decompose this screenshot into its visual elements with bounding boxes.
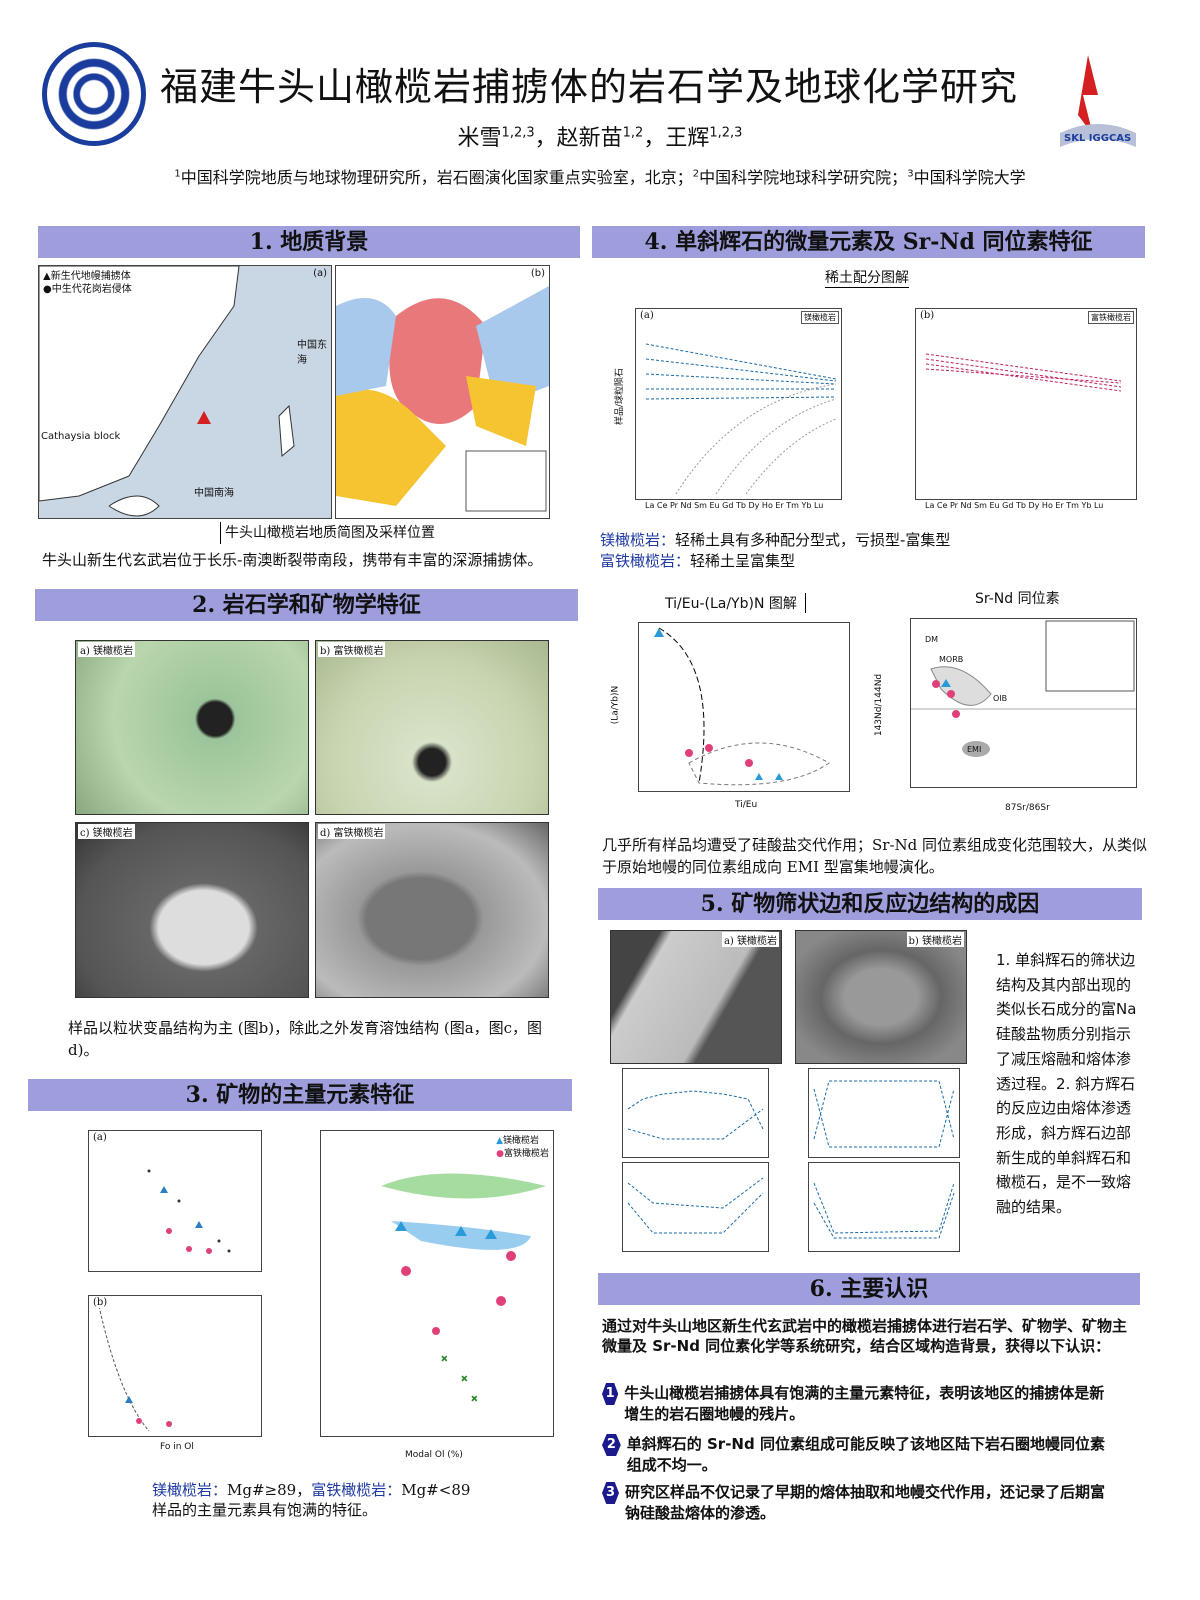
bse-image-c: c) 镁橄榄岩 [75, 822, 309, 998]
micrograph-a: a) 镁橄榄岩 [75, 640, 309, 815]
panel-label: d) 富铁橄榄岩 [318, 824, 386, 839]
ree-ylabel: 样品/球粒陨石 [615, 367, 626, 426]
map-label-south-china-sea: 中国南海 [194, 488, 234, 499]
bse-image-5a: a) 镁橄榄岩 [610, 930, 782, 1064]
chart-label: (b) [91, 1297, 110, 1308]
svg-text:×: × [471, 1394, 478, 1403]
conclusion-3: 3 研究区样品不仅记录了早期的熔体抽取和地幔交代作用，还记录了后期富钠硅酸盐熔体的… [602, 1482, 1112, 1524]
sec6-intro: 通过对牛头山地区新生代玄武岩中的橄榄岩捕掳体进行岩石学、矿物学、矿物主微量及 S… [602, 1317, 1128, 1355]
number-badge: 3 [602, 1482, 619, 1504]
profile-chart-3 [622, 1162, 769, 1252]
sec1-text: 牛头山新生代玄武岩位于长乐-南澳断裂带南段，携带有丰富的深源捕掳体。 [42, 551, 543, 569]
ree-note-1: 镁橄榄岩：轻稀土具有多种配分型式，亏损型-富集型 [600, 531, 951, 549]
chart-3c-legend: ▲镁橄榄岩 ●富铁橄榄岩 [496, 1136, 549, 1159]
panel-label: c) 镁橄榄岩 [78, 824, 135, 839]
panel-label: a) 镁橄榄岩 [78, 642, 136, 657]
bse-image-5b: b) 镁橄榄岩 [795, 930, 967, 1064]
tieu-xlabel: Ti/Eu [735, 800, 758, 810]
svg-text:SKL IGGCAS: SKL IGGCAS [1064, 133, 1131, 144]
sec2-text: 样品以粒状变晶结构为主 (图b)，除此之外发育溶蚀结构 (图a，图c，图d)。 [68, 1019, 543, 1059]
srnd-label-oib: OIB [993, 694, 1008, 703]
srnd-ylabel: 143Nd/144Nd [874, 673, 885, 737]
map-a-legend-2: ●中生代花岗岩侵体 [41, 280, 134, 295]
ree-b-xaxis: La Ce Pr Nd Sm Eu Gd Tb Dy Ho Er Tm Yb L… [925, 501, 1104, 510]
srnd-title: Sr-Nd 同位素 [975, 591, 1060, 607]
micrograph-b: b) 富铁橄榄岩 [315, 640, 549, 815]
authors: 米雪1,2,3，赵新苗1,2，王辉1,2,3 [457, 125, 743, 151]
section-2-header: 2. 岩石学和矿物学特征 [35, 589, 578, 621]
institute-logo [42, 42, 146, 146]
map-label-east-china-sea: 中国东海 [297, 340, 327, 366]
panel-label: b) 镁橄榄岩 [906, 932, 964, 947]
chart-label: (a) [91, 1132, 109, 1143]
srnd-label-emi: EMI [967, 745, 982, 754]
chart-label: (a) [638, 310, 656, 321]
map-a-legend-1: ▲新生代地幔捕掳体 [41, 267, 133, 282]
poster-title: 福建牛头山橄榄岩捕掳体的岩石学及地球化学研究 [160, 65, 1019, 109]
section-1-header: 1. 地质背景 [38, 226, 580, 258]
ree-chart-a: (a) 镁橄榄岩 [635, 308, 842, 500]
profile-chart-1 [622, 1068, 769, 1158]
tieu-ylabel: (La/Yb)N [610, 685, 621, 725]
conclusion-1: 1 牛头山橄榄岩捕掳体具有饱满的主量元素特征，表明该地区的捕掳体是新增生的岩石圈地… [602, 1383, 1112, 1425]
number-badge: 2 [602, 1434, 621, 1456]
chart-3a-xlabel: Fo in Ol [160, 1442, 194, 1452]
svg-text:×: × [441, 1354, 448, 1363]
srnd-label-dm: DM [925, 635, 939, 644]
skl-logo: SKL IGGCAS [1058, 55, 1138, 147]
chart-3c: × × × ▲镁橄榄岩 ●富铁橄榄岩 [320, 1130, 554, 1437]
map-b: (b) [335, 265, 550, 519]
profile-chart-2 [808, 1068, 960, 1158]
chart-3c-xlabel: Modal Ol (%) [405, 1450, 463, 1460]
affiliations: 1中国科学院地质与地球物理研究所，岩石圈演化国家重点实验室，北京；2中国科学院地… [174, 168, 1026, 187]
section-6-header: 6. 主要认识 [598, 1273, 1140, 1305]
srnd-xlabel: 87Sr/86Sr [1005, 803, 1050, 813]
chart-3a: (a) [88, 1130, 262, 1272]
srnd-chart: DM MORB OIB EMI [910, 618, 1137, 788]
ree-chart-b: (b) 富铁橄榄岩 [915, 308, 1137, 500]
sec4-text: 几乎所有样品均遭受了硅酸盐交代作用；Sr-Nd 同位素组成变化范围较大，从类似于… [602, 836, 1148, 876]
panel-label: b) 富铁橄榄岩 [318, 642, 386, 657]
sec3-note: 镁橄榄岩：Mg#≥89，富铁橄榄岩：Mg#<89 [152, 1481, 471, 1499]
bse-image-d: d) 富铁橄榄岩 [315, 822, 549, 998]
section-5-header: 5. 矿物筛状边和反应边结构的成因 [598, 888, 1142, 920]
legend: 镁橄榄岩 [801, 311, 839, 324]
tieu-title: Ti/Eu-(La/Yb)N 图解 [665, 593, 806, 613]
map-a: ▲新生代地幔捕掳体 ●中生代花岗岩侵体 (a) Cathaysia block … [38, 265, 332, 519]
map-label-cathaysia: Cathaysia block [41, 431, 121, 442]
svg-text:×: × [461, 1374, 468, 1383]
srnd-label-morb: MORB [939, 655, 964, 664]
sec3-text: 样品的主量元素具有饱满的特征。 [152, 1501, 378, 1519]
chart-3b: (b) [88, 1295, 262, 1437]
number-badge: 1 [602, 1383, 619, 1405]
section-3-header: 3. 矿物的主量元素特征 [28, 1079, 572, 1111]
section-4-header: 4. 单斜辉石的微量元素及 Sr-Nd 同位素特征 [592, 226, 1145, 258]
tieu-chart [638, 622, 850, 792]
map-a-panel-label: (a) [313, 268, 327, 279]
ree-title: 稀土配分图解 [825, 267, 909, 288]
conclusion-2: 2 单斜辉石的 Sr-Nd 同位素组成可能反映了该地区陆下岩石圈地幔同位素组成不均… [602, 1434, 1112, 1476]
ree-note-2: 富铁橄榄岩：轻稀土呈富集型 [600, 552, 796, 570]
legend: 富铁橄榄岩 [1088, 311, 1134, 324]
panel-label: a) 镁橄榄岩 [721, 932, 779, 947]
profile-chart-4 [808, 1162, 960, 1252]
map-b-panel-label: (b) [530, 268, 545, 279]
map-caption: 牛头山橄榄岩地质简图及采样位置 [220, 522, 435, 544]
sec5-text: 1. 单斜辉石的筛状边结构及其内部出现的类似长石成分的富Na硅酸盐物质分别指示了… [996, 951, 1137, 1217]
chart-label: (b) [918, 310, 937, 321]
ree-a-xaxis: La Ce Pr Nd Sm Eu Gd Tb Dy Ho Er Tm Yb L… [645, 501, 824, 510]
